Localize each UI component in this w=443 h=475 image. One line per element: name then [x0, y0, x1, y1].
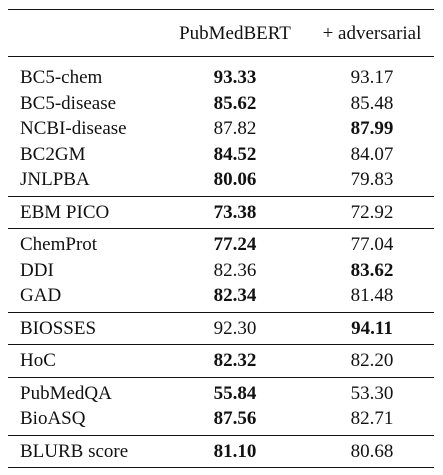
- pubmedbert-score-cell: 93.33: [160, 56, 310, 91]
- pubmedbert-score-cell: 82.32: [160, 344, 310, 377]
- table-header-row: PubMedBERT + adversarial: [8, 9, 434, 57]
- adversarial-score-cell: 83.62: [350, 259, 394, 281]
- header-adversarial: + adversarial: [310, 9, 434, 57]
- table-row: EBM PICO 73.38 72.92: [8, 195, 434, 229]
- adversarial-score-cell: 82.71: [350, 408, 394, 429]
- dataset-name-cell: BioASQ: [20, 408, 86, 429]
- table-row: JNLPBA 80.06 79.83: [8, 167, 434, 196]
- pubmedbert-score-cell: 81.10: [160, 434, 310, 468]
- dataset-name-cell: BIOSSES: [8, 311, 160, 345]
- dataset-name-cell: BC5-disease: [20, 92, 117, 114]
- pubmedbert-score-cell: 87.82: [213, 118, 257, 139]
- pubmedbert-score-cell: 87.56: [213, 408, 257, 429]
- adversarial-score-cell: 84.07: [350, 143, 394, 165]
- dataset-name-cell: HoC: [8, 344, 160, 377]
- dataset-name-cell: JNLPBA: [20, 169, 90, 190]
- dataset-name-cell: BLURB score: [8, 434, 160, 468]
- adversarial-score-cell: 94.11: [310, 311, 434, 345]
- adversarial-score-cell: 79.83: [350, 169, 394, 190]
- pubmedbert-score-cell: 55.84: [160, 376, 310, 406]
- table-row: BLURB score 81.10 80.68: [8, 434, 434, 468]
- pubmedbert-score-cell: 84.52: [213, 143, 257, 165]
- header-pubmedbert: PubMedBERT: [160, 9, 310, 57]
- adversarial-score-cell: 53.30: [310, 376, 434, 406]
- table-row: HoC 82.32 82.20: [8, 344, 434, 377]
- dataset-name-cell: ChemProt: [8, 228, 160, 258]
- dataset-name-cell: NCBI-disease: [20, 118, 127, 139]
- pubmedbert-score-cell: 80.06: [213, 169, 257, 190]
- adversarial-score-cell: 85.48: [350, 92, 394, 114]
- pubmedbert-score-cell: 92.30: [160, 311, 310, 345]
- adversarial-score-cell: 72.92: [310, 195, 434, 229]
- results-table-container: PubMedBERT + adversarial BC5-chem 93.33 93…: [8, 9, 434, 468]
- table-row: BC5-chem 93.33 93.17: [8, 56, 434, 91]
- table-row: PubMedQA 55.84 53.30: [8, 376, 434, 406]
- adversarial-score-cell: 87.99: [350, 118, 394, 139]
- table-row: BIOSSES 92.30 94.11: [8, 311, 434, 345]
- pubmedbert-score-cell: 77.24: [160, 228, 310, 258]
- adversarial-score-cell: 81.48: [350, 285, 394, 306]
- table-row: BioASQ 87.56 82.71: [8, 406, 434, 435]
- results-table: PubMedBERT + adversarial BC5-chem 93.33 93…: [8, 9, 434, 468]
- dataset-name-cell: PubMedQA: [8, 376, 160, 406]
- pubmedbert-score-cell: 85.62: [213, 92, 257, 114]
- dataset-name-cell: BC5-chem: [8, 56, 160, 91]
- dataset-name-cell: BC2GM: [20, 143, 86, 165]
- pubmedbert-score-cell: 73.38: [160, 195, 310, 229]
- table-row: ChemProt 77.24 77.04: [8, 228, 434, 258]
- pubmedbert-score-cell: 82.36: [213, 259, 257, 281]
- dataset-name-cell: DDI: [20, 259, 54, 281]
- table-row: NCBI-disease 87.82 87.99: [8, 116, 434, 142]
- table-row: GAD 82.34 81.48: [8, 283, 434, 312]
- table-row: BC5-disease 85.62 85.48: [8, 91, 434, 117]
- adversarial-score-cell: 82.20: [310, 344, 434, 377]
- dataset-name-cell: EBM PICO: [8, 195, 160, 229]
- table-row: BC2GM 84.52 84.07: [8, 142, 434, 168]
- header-empty-cell: [8, 9, 160, 57]
- pubmedbert-score-cell: 82.34: [213, 285, 257, 306]
- adversarial-score-cell: 80.68: [310, 434, 434, 468]
- adversarial-score-cell: 77.04: [310, 228, 434, 258]
- adversarial-score-cell: 93.17: [310, 56, 434, 91]
- dataset-name-cell: GAD: [20, 285, 62, 306]
- table-body: BC5-chem 93.33 93.17 BC5-disease 85.62 85.48 N…: [8, 56, 434, 468]
- table-row: DDI 82.36 83.62: [8, 258, 434, 284]
